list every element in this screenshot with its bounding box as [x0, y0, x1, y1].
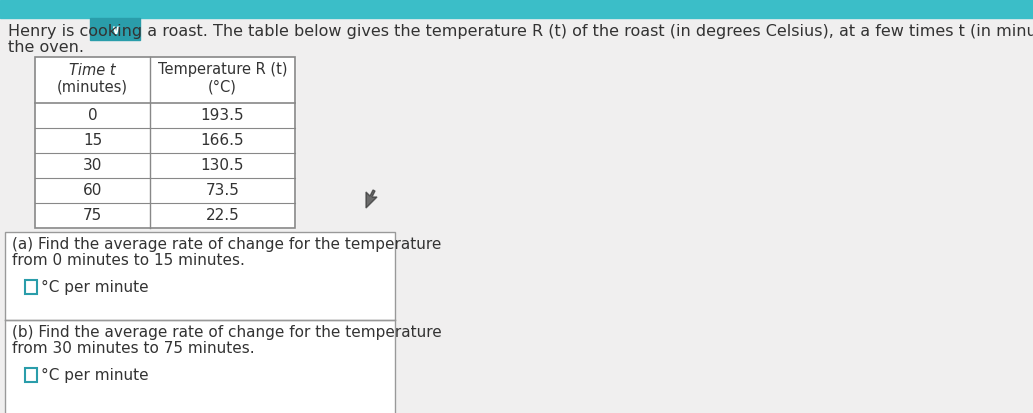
Text: (b) Find the average rate of change for the temperature: (b) Find the average rate of change for … [12, 325, 442, 340]
Bar [35, 57, 295, 228]
Text: 130.5: 130.5 [200, 158, 244, 173]
Text: 75: 75 [83, 208, 102, 223]
Text: 15: 15 [83, 133, 102, 148]
Text: Henry is cooking a roast. The table below gives the temperature R (t) of the roa: Henry is cooking a roast. The table belo… [8, 24, 1033, 39]
Text: 0: 0 [88, 108, 97, 123]
Bar [5, 320, 395, 413]
Text: °C per minute: °C per minute [41, 368, 149, 382]
Text: 73.5: 73.5 [206, 183, 240, 198]
Text: (°C): (°C) [208, 79, 237, 94]
Bar [35, 57, 295, 228]
Polygon shape [366, 190, 377, 208]
Bar [25, 368, 37, 382]
Bar [25, 280, 37, 294]
Bar [25, 280, 37, 294]
Text: 30: 30 [83, 158, 102, 173]
Bar [90, 18, 140, 40]
Text: 60: 60 [83, 183, 102, 198]
Text: 22.5: 22.5 [206, 208, 240, 223]
Bar [5, 232, 395, 320]
Text: (a) Find the average rate of change for the temperature: (a) Find the average rate of change for … [12, 237, 441, 252]
Text: °C per minute: °C per minute [41, 280, 149, 294]
Text: ∨: ∨ [109, 24, 120, 36]
Text: 166.5: 166.5 [200, 133, 245, 148]
Text: 193.5: 193.5 [200, 108, 245, 123]
Text: Temperature R (t): Temperature R (t) [158, 62, 287, 77]
Bar [0, 0, 1033, 18]
Bar [25, 368, 37, 382]
Bar [5, 232, 395, 320]
Text: Time t: Time t [69, 63, 116, 78]
Text: from 30 minutes to 75 minutes.: from 30 minutes to 75 minutes. [12, 341, 254, 356]
Text: (minutes): (minutes) [57, 79, 128, 94]
Text: from 0 minutes to 15 minutes.: from 0 minutes to 15 minutes. [12, 253, 245, 268]
Text: the oven.: the oven. [8, 40, 84, 55]
